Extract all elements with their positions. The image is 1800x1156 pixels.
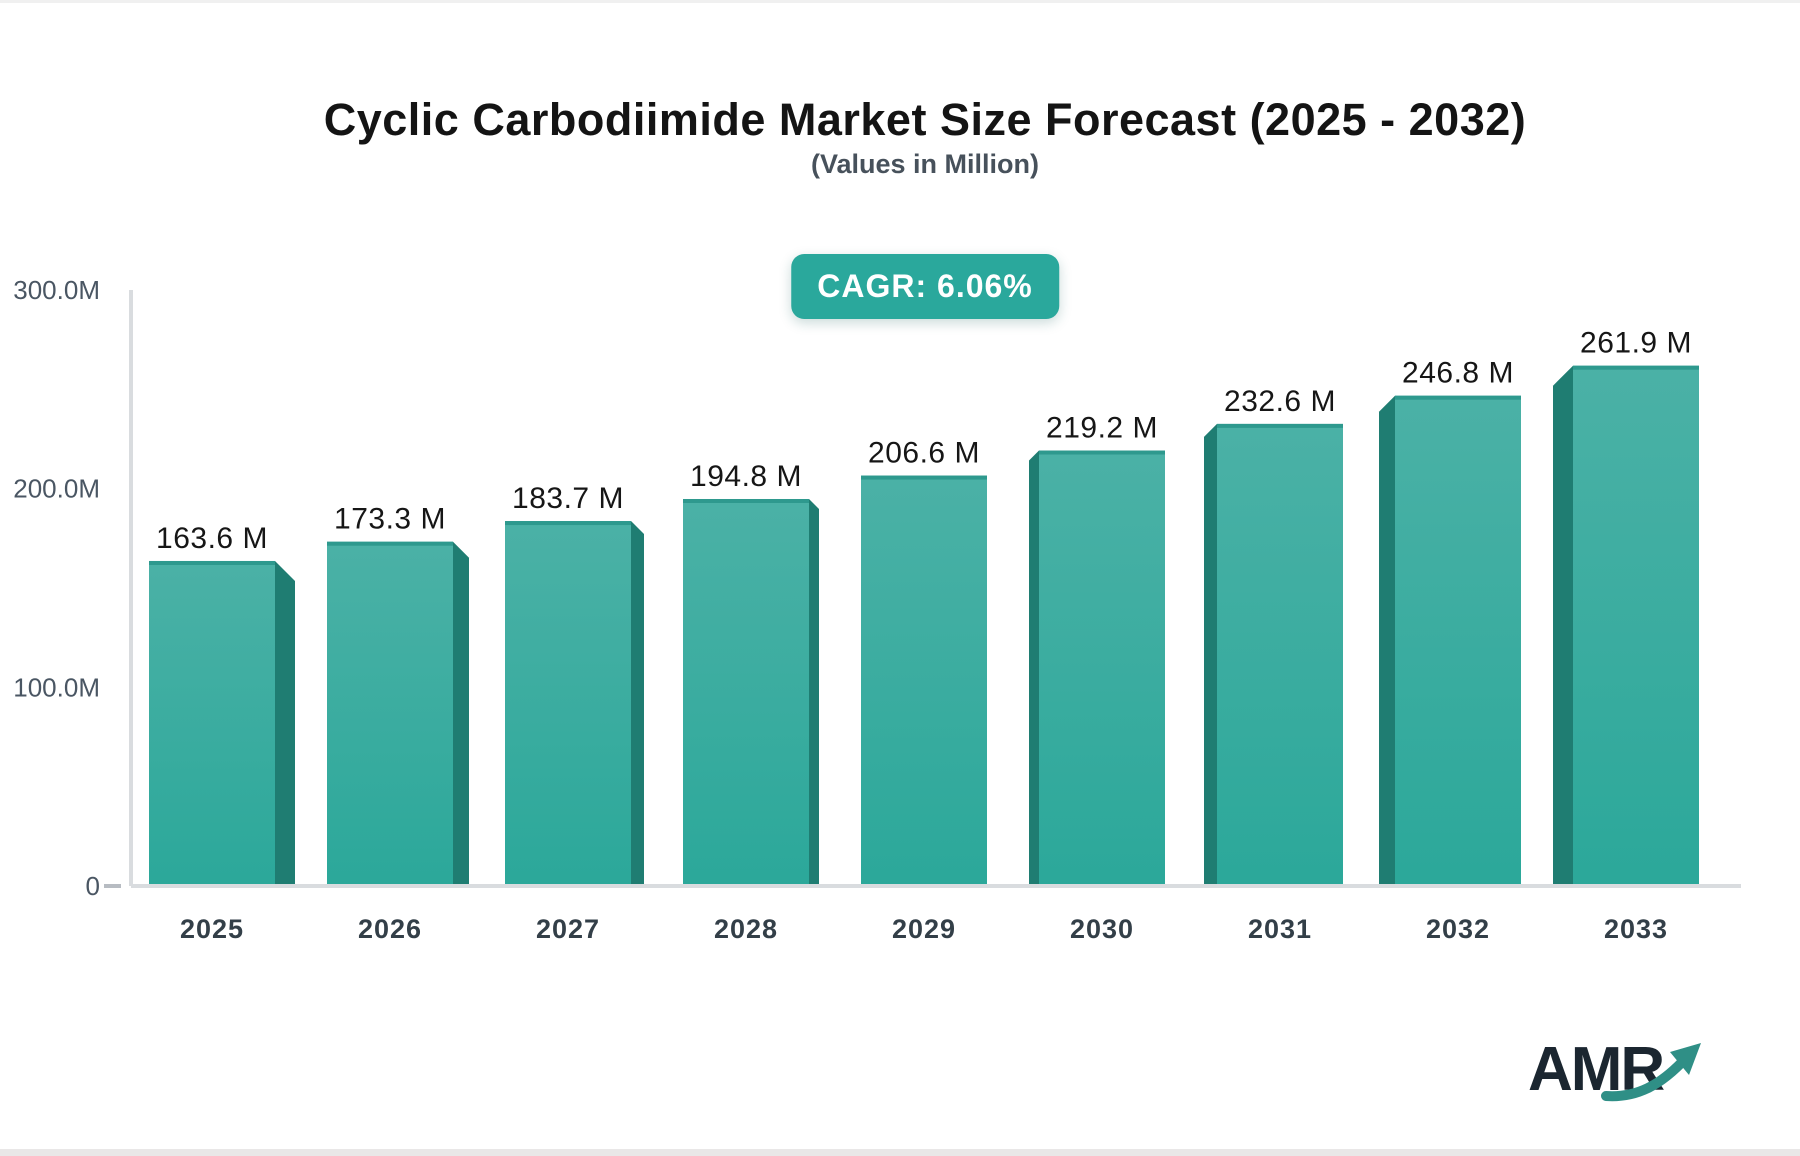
- bar-side-face: [1029, 450, 1039, 888]
- bar-value-label: 183.7 M: [512, 482, 624, 515]
- bar-2029[interactable]: [861, 475, 987, 888]
- bar-value-label: 246.8 M: [1402, 357, 1514, 390]
- bar-top-edge: [149, 560, 275, 565]
- bar-group-2025: 163.6 M: [149, 522, 295, 888]
- bar-top-edge: [1039, 450, 1165, 455]
- bar-top-edge: [327, 541, 453, 546]
- x-tick-label-2029: 2029: [892, 914, 956, 944]
- x-tick-label-2028: 2028: [714, 914, 778, 944]
- bar-side-face: [1204, 423, 1217, 888]
- bars-layer: 163.6 M 173.3 M 183.7 M 194.8 M 206.6 M 219.2…: [149, 327, 1699, 888]
- axis-layer: 300.0M 200.0M 100.0M 0: [13, 275, 133, 901]
- y-tick-label: 300.0M: [13, 275, 100, 305]
- top-border-line: [0, 0, 1800, 3]
- bar-value-label: 219.2 M: [1046, 412, 1158, 445]
- bar-group-2033: 261.9 M: [1553, 327, 1699, 888]
- y-tick-label: 0: [86, 871, 100, 901]
- bar-side-face: [1379, 395, 1395, 888]
- bar-top-edge: [683, 498, 809, 503]
- bar-2033[interactable]: [1573, 365, 1699, 888]
- bar-side-face: [1553, 365, 1573, 888]
- bar-2030[interactable]: [1039, 450, 1165, 888]
- bar-top-edge: [505, 521, 631, 526]
- bar-side-face: [453, 541, 469, 888]
- bar-2031[interactable]: [1217, 423, 1343, 888]
- bar-2027[interactable]: [505, 521, 631, 888]
- bar-group-2027: 183.7 M: [505, 482, 644, 888]
- bar-group-2029: 206.6 M: [861, 437, 987, 888]
- bar-value-label: 232.6 M: [1224, 385, 1336, 418]
- chart-title: Cyclic Carbodiimide Market Size Forecast…: [323, 94, 1527, 145]
- bar-value-label: 206.6 M: [868, 437, 980, 470]
- x-tick-label-2030: 2030: [1070, 914, 1134, 944]
- bar-top-edge: [1217, 423, 1343, 428]
- x-tick-label-2033: 2033: [1604, 914, 1668, 944]
- bar-value-label: 261.9 M: [1580, 327, 1692, 360]
- bar-2032[interactable]: [1395, 395, 1521, 888]
- x-tick-label-2031: 2031: [1248, 914, 1312, 944]
- bar-top-edge: [1395, 395, 1521, 400]
- bar-top-edge: [1573, 365, 1699, 370]
- x-tick-label-2026: 2026: [358, 914, 422, 944]
- bar-side-face: [809, 498, 819, 888]
- bar-value-label: 163.6 M: [156, 522, 268, 555]
- growth-arrow-icon: [1601, 1043, 1701, 1102]
- bottom-border-line: [0, 1149, 1800, 1156]
- bar-group-2026: 173.3 M: [327, 503, 469, 888]
- bar-side-face: [275, 560, 295, 888]
- cagr-badge: CAGR: 6.06%: [791, 254, 1059, 319]
- y-tick-label: 200.0M: [13, 474, 100, 504]
- bar-group-2028: 194.8 M: [683, 460, 819, 888]
- x-tick-label-2027: 2027: [536, 914, 600, 944]
- x-tick-label-2032: 2032: [1426, 914, 1490, 944]
- chart-subtitle: (Values in Million): [810, 149, 1040, 179]
- x-tick-label-2025: 2025: [180, 914, 244, 944]
- bar-value-label: 173.3 M: [334, 503, 446, 536]
- bar-group-2032: 246.8 M: [1379, 357, 1521, 888]
- overlay-layer: 2025 2026 2027 2028 2029 2030 2031 2032 2033: [131, 884, 1741, 944]
- bar-group-2030: 219.2 M: [1029, 412, 1165, 888]
- bar-2028[interactable]: [683, 498, 809, 888]
- bar-2025[interactable]: [149, 560, 275, 888]
- amr-logo: AMR: [1520, 1030, 1720, 1120]
- bar-top-edge: [861, 475, 987, 480]
- bar-value-label: 194.8 M: [690, 460, 802, 493]
- bar-group-2031: 232.6 M: [1204, 385, 1343, 888]
- bar-2026[interactable]: [327, 541, 453, 888]
- y-tick-label: 100.0M: [13, 672, 100, 702]
- bar-side-face: [631, 521, 644, 888]
